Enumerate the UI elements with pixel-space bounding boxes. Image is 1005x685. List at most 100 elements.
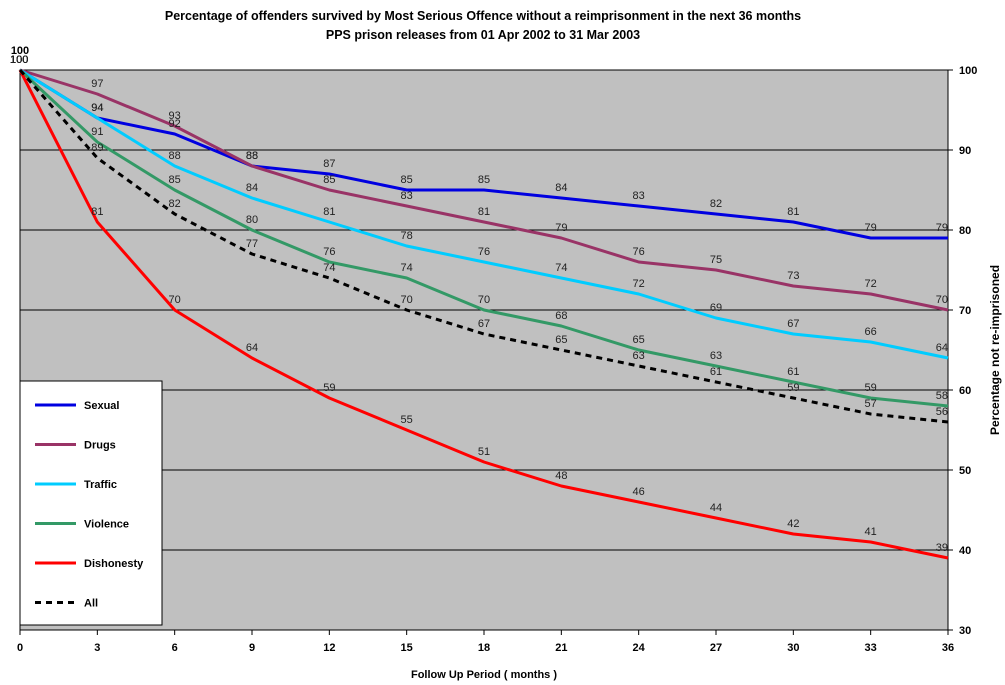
data-label: 65 <box>633 334 645 346</box>
data-label: 81 <box>787 206 799 218</box>
data-label: 61 <box>787 366 799 378</box>
data-label: 65 <box>555 334 567 346</box>
legend-label-drugs: Drugs <box>84 440 116 452</box>
x-tick-label: 15 <box>401 642 413 654</box>
data-label: 100 <box>10 54 28 66</box>
series-line-sexual <box>19 68 948 240</box>
y-tick-label: 60 <box>959 385 971 397</box>
plot-area <box>19 69 949 631</box>
chart-title: Percentage of offenders survived by Most… <box>165 9 801 23</box>
x-tick-label: 36 <box>942 642 954 654</box>
data-label: 42 <box>787 518 799 530</box>
y-tick-label: 70 <box>959 305 971 317</box>
y-tick-label: 80 <box>959 225 971 237</box>
x-tick-label: 3 <box>94 642 100 654</box>
data-label: 77 <box>246 238 258 250</box>
data-label: 93 <box>169 110 181 122</box>
y-tick-label: 90 <box>959 145 971 157</box>
legend-box <box>19 380 163 626</box>
y-tick-label: 100 <box>959 65 977 77</box>
data-label: 76 <box>323 246 335 258</box>
y-tick-label: 40 <box>959 545 971 557</box>
data-label: 88 <box>246 150 258 162</box>
data-label: 59 <box>323 382 335 394</box>
data-label: 46 <box>633 486 645 498</box>
legend-label-sexual: Sexual <box>84 400 119 412</box>
data-label: 83 <box>401 190 413 202</box>
x-tick-label: 0 <box>17 642 23 654</box>
data-label: 83 <box>633 190 645 202</box>
legend-label-dishonesty: Dishonesty <box>84 558 144 570</box>
data-label: 74 <box>555 262 567 274</box>
data-label: 61 <box>710 366 722 378</box>
series-line-dishonesty <box>18 69 949 560</box>
data-label: 82 <box>169 198 181 210</box>
x-axis-label: Follow Up Period ( months ) <box>411 669 557 681</box>
series-line-traffic <box>19 68 949 360</box>
y-tick-label: 30 <box>959 625 971 637</box>
data-label: 69 <box>710 302 722 314</box>
x-tick-label: 18 <box>478 642 490 654</box>
data-label: 84 <box>246 182 258 194</box>
data-label: 72 <box>633 278 645 290</box>
x-tick-label: 6 <box>172 642 178 654</box>
data-label: 97 <box>91 78 103 90</box>
data-label: 79 <box>555 222 567 234</box>
data-label: 88 <box>169 150 181 162</box>
data-label: 67 <box>478 318 490 330</box>
data-label: 67 <box>787 318 799 330</box>
data-label: 94 <box>91 102 103 114</box>
data-label: 66 <box>865 326 877 338</box>
data-label: 74 <box>401 262 413 274</box>
x-tick-label: 9 <box>249 642 255 654</box>
data-label: 59 <box>787 382 799 394</box>
data-label: 64 <box>246 342 258 354</box>
data-label: 100 <box>10 54 28 66</box>
series-line-drugs <box>19 68 949 312</box>
data-label: 79 <box>865 222 877 234</box>
y-axis-label: Percentage not re-imprisoned <box>988 265 1002 435</box>
data-label: 87 <box>323 158 335 170</box>
data-label: 85 <box>323 174 335 186</box>
data-label: 100 <box>10 54 28 66</box>
data-label: 57 <box>865 398 877 410</box>
x-tick-label: 33 <box>865 642 877 654</box>
data-label: 51 <box>478 446 490 458</box>
data-label: 89 <box>91 142 103 154</box>
data-label: 85 <box>169 174 181 186</box>
chart-subtitle: PPS prison releases from 01 Apr 2002 to … <box>326 28 640 42</box>
legend-label-all: All <box>84 598 98 610</box>
data-label: 68 <box>555 310 567 322</box>
data-label: 100 <box>10 54 28 66</box>
data-label: 82 <box>710 198 722 210</box>
data-label: 64 <box>936 342 948 354</box>
data-label: 85 <box>478 174 490 186</box>
data-label: 59 <box>865 382 877 394</box>
data-label: 81 <box>91 206 103 218</box>
data-label: 70 <box>936 294 948 306</box>
series-line-all <box>18 69 949 424</box>
legend: Sexual Drugs Traffic Violence Dishonesty All <box>19 380 163 626</box>
data-label: 78 <box>401 230 413 242</box>
data-label: 44 <box>710 502 722 514</box>
data-label: 79 <box>936 222 948 234</box>
data-label: 84 <box>555 182 567 194</box>
series-line-violence <box>18 68 949 408</box>
data-label: 58 <box>936 390 948 402</box>
data-label: 76 <box>478 246 490 258</box>
data-label: 48 <box>555 470 567 482</box>
data-label: 63 <box>710 350 722 362</box>
data-label: 41 <box>865 526 877 538</box>
x-tick-label: 12 <box>323 642 335 654</box>
data-label: 92 <box>169 118 181 130</box>
data-label: 100 <box>10 54 28 66</box>
x-tick-label: 21 <box>555 642 567 654</box>
data-label: 55 <box>401 414 413 426</box>
data-label: 74 <box>323 262 335 274</box>
x-tick-label: 24 <box>633 642 646 654</box>
data-label: 81 <box>478 206 490 218</box>
x-tick-label: 30 <box>787 642 799 654</box>
data-label: 39 <box>936 542 948 554</box>
data-label: 70 <box>401 294 413 306</box>
